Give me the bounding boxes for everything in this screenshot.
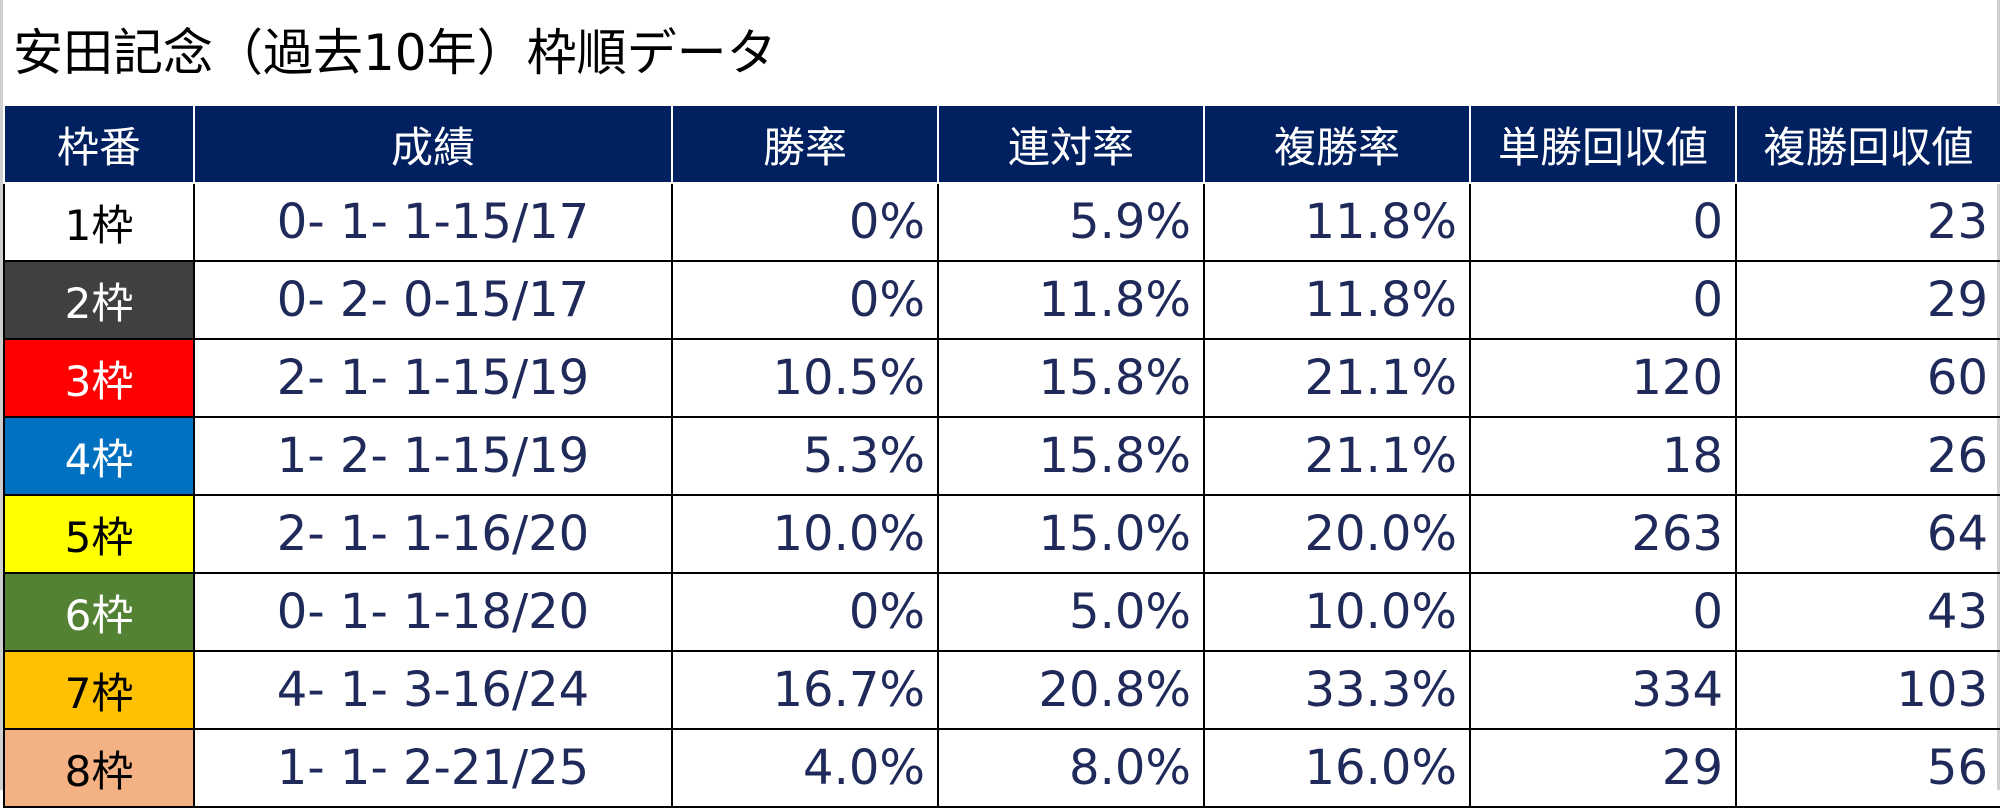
rentai-rate-cell: 5.0% xyxy=(937,572,1205,652)
win-rate-cell: 4.0% xyxy=(671,728,939,808)
win-return-cell: 18 xyxy=(1469,416,1737,496)
header-rentai-rate: 連対率 xyxy=(937,104,1205,184)
record-cell: 0- 2- 0-15/17 xyxy=(193,260,673,340)
rentai-rate-cell: 15.8% xyxy=(937,338,1205,418)
place-rate-cell: 11.8% xyxy=(1203,182,1471,262)
waku-stats-table: 枠番 成績 勝率 連対率 複勝率 単勝回収値 複勝回収値 1枠 0- 1- 1-… xyxy=(3,104,2000,808)
waku-cell: 6枠 xyxy=(3,572,195,652)
header-row: 枠番 成績 勝率 連対率 複勝率 単勝回収値 複勝回収値 xyxy=(3,104,2000,184)
place-return-cell: 56 xyxy=(1735,728,2000,808)
header-waku: 枠番 xyxy=(3,104,195,184)
table-row: 3枠 2- 1- 1-15/19 10.5% 15.8% 21.1% 120 6… xyxy=(3,338,2000,418)
win-rate-cell: 0% xyxy=(671,182,939,262)
win-return-cell: 120 xyxy=(1469,338,1737,418)
waku-cell: 8枠 xyxy=(3,728,195,808)
rentai-rate-cell: 5.9% xyxy=(937,182,1205,262)
win-rate-cell: 0% xyxy=(671,572,939,652)
waku-cell: 3枠 xyxy=(3,338,195,418)
place-rate-cell: 21.1% xyxy=(1203,416,1471,496)
place-rate-cell: 10.0% xyxy=(1203,572,1471,652)
place-rate-cell: 16.0% xyxy=(1203,728,1471,808)
table-row: 8枠 1- 1- 2-21/25 4.0% 8.0% 16.0% 29 56 xyxy=(3,728,2000,808)
rentai-rate-cell: 15.0% xyxy=(937,494,1205,574)
table-body: 1枠 0- 1- 1-15/17 0% 5.9% 11.8% 0 23 2枠 0… xyxy=(3,182,2000,808)
win-return-cell: 0 xyxy=(1469,182,1737,262)
place-rate-cell: 33.3% xyxy=(1203,650,1471,730)
waku-cell: 1枠 xyxy=(3,182,195,262)
record-cell: 0- 1- 1-18/20 xyxy=(193,572,673,652)
page-title: 安田記念（過去10年）枠順データ xyxy=(13,24,777,82)
win-return-cell: 334 xyxy=(1469,650,1737,730)
win-return-cell: 29 xyxy=(1469,728,1737,808)
place-return-cell: 26 xyxy=(1735,416,2000,496)
table-row: 2枠 0- 2- 0-15/17 0% 11.8% 11.8% 0 29 xyxy=(3,260,2000,340)
table-header: 枠番 成績 勝率 連対率 複勝率 単勝回収値 複勝回収値 xyxy=(3,104,2000,184)
record-cell: 4- 1- 3-16/24 xyxy=(193,650,673,730)
record-cell: 1- 2- 1-15/19 xyxy=(193,416,673,496)
record-cell: 2- 1- 1-16/20 xyxy=(193,494,673,574)
rentai-rate-cell: 11.8% xyxy=(937,260,1205,340)
header-place-rate: 複勝率 xyxy=(1203,104,1471,184)
record-cell: 0- 1- 1-15/17 xyxy=(193,182,673,262)
win-rate-cell: 0% xyxy=(671,260,939,340)
place-rate-cell: 20.0% xyxy=(1203,494,1471,574)
place-return-cell: 29 xyxy=(1735,260,2000,340)
win-return-cell: 0 xyxy=(1469,572,1737,652)
waku-cell: 5枠 xyxy=(3,494,195,574)
place-return-cell: 103 xyxy=(1735,650,2000,730)
win-return-cell: 263 xyxy=(1469,494,1737,574)
header-record: 成績 xyxy=(193,104,673,184)
header-place-return: 複勝回収値 xyxy=(1735,104,2000,184)
place-return-cell: 23 xyxy=(1735,182,2000,262)
header-win-return: 単勝回収値 xyxy=(1469,104,1737,184)
win-rate-cell: 10.0% xyxy=(671,494,939,574)
header-win-rate: 勝率 xyxy=(671,104,939,184)
place-rate-cell: 21.1% xyxy=(1203,338,1471,418)
table-row: 7枠 4- 1- 3-16/24 16.7% 20.8% 33.3% 334 1… xyxy=(3,650,2000,730)
table-row: 4枠 1- 2- 1-15/19 5.3% 15.8% 21.1% 18 26 xyxy=(3,416,2000,496)
place-return-cell: 64 xyxy=(1735,494,2000,574)
place-return-cell: 60 xyxy=(1735,338,2000,418)
rentai-rate-cell: 15.8% xyxy=(937,416,1205,496)
win-rate-cell: 5.3% xyxy=(671,416,939,496)
waku-cell: 2枠 xyxy=(3,260,195,340)
win-rate-cell: 16.7% xyxy=(671,650,939,730)
record-cell: 2- 1- 1-15/19 xyxy=(193,338,673,418)
rentai-rate-cell: 20.8% xyxy=(937,650,1205,730)
table-row: 6枠 0- 1- 1-18/20 0% 5.0% 10.0% 0 43 xyxy=(3,572,2000,652)
place-rate-cell: 11.8% xyxy=(1203,260,1471,340)
table-row: 1枠 0- 1- 1-15/17 0% 5.9% 11.8% 0 23 xyxy=(3,182,2000,262)
table-row: 5枠 2- 1- 1-16/20 10.0% 15.0% 20.0% 263 6… xyxy=(3,494,2000,574)
rentai-rate-cell: 8.0% xyxy=(937,728,1205,808)
record-cell: 1- 1- 2-21/25 xyxy=(193,728,673,808)
place-return-cell: 43 xyxy=(1735,572,2000,652)
waku-cell: 7枠 xyxy=(3,650,195,730)
win-rate-cell: 10.5% xyxy=(671,338,939,418)
waku-cell: 4枠 xyxy=(3,416,195,496)
win-return-cell: 0 xyxy=(1469,260,1737,340)
